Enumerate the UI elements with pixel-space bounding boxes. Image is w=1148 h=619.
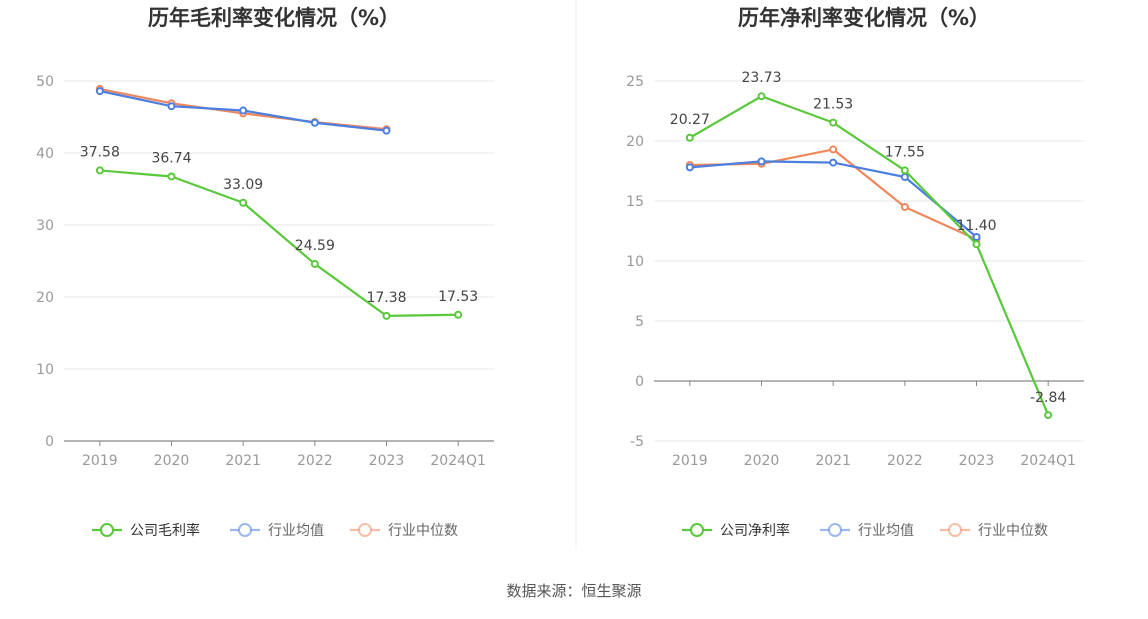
series-line-company	[99, 169, 459, 317]
legend-marker-icon	[828, 523, 842, 537]
data-label: 17.38	[366, 290, 406, 306]
y-tick-label: -5	[630, 434, 644, 450]
x-tick-label: 2021	[225, 453, 261, 469]
data-label: 21.53	[813, 97, 853, 113]
legend-label: 公司毛利率	[130, 522, 200, 539]
data-point-company	[900, 166, 909, 175]
data-label: 33.09	[223, 177, 263, 193]
legend-marker-icon	[238, 523, 252, 537]
data-label: 36.74	[151, 150, 191, 166]
data-point-industry_avg	[95, 87, 104, 96]
data-point-industry_avg	[685, 163, 694, 172]
data-label: 20.27	[670, 112, 710, 128]
y-tick-label: 50	[36, 74, 54, 90]
y-tick-label: 20	[626, 134, 644, 150]
legend-item-company[interactable]: 公司毛利率	[92, 522, 200, 539]
data-point-industry_avg	[900, 173, 909, 181]
x-tick-label: 2023	[369, 453, 405, 469]
data-point-industry_median	[829, 145, 838, 154]
legend-item-industry_avg[interactable]: 行业均值	[230, 523, 324, 539]
x-tick-label: 2022	[297, 453, 333, 469]
x-tick-label: 2019	[672, 453, 708, 469]
data-point-company	[829, 118, 838, 127]
x-tick-label: 2020	[744, 453, 780, 469]
data-point-company	[1044, 411, 1053, 420]
data-point-industry_avg	[757, 157, 766, 166]
data-label: 23.73	[741, 70, 781, 86]
data-point-industry_avg	[310, 118, 319, 127]
legend-label: 行业中位数	[978, 523, 1048, 539]
data-point-company	[95, 166, 104, 175]
data-point-industry_avg	[829, 158, 838, 167]
data-point-company	[685, 133, 694, 142]
chart-panel-1: 历年毛利率变化情况（%） 0 10 20 30 40 50 2019 2020 2021 2022 2…	[36, 6, 494, 539]
data-point-industry_avg	[167, 102, 176, 111]
data-point-company	[167, 172, 176, 181]
data-point-company	[239, 198, 248, 207]
y-tick-label: 30	[36, 218, 54, 234]
legend-item-industry_avg[interactable]: 行业均值	[820, 523, 914, 539]
legend-item-industry_median[interactable]: 行业中位数	[940, 523, 1048, 539]
data-label: 17.55	[885, 144, 925, 160]
data-source-note: 数据来源：恒生聚源	[506, 582, 642, 600]
data-point-industry_median	[900, 203, 909, 211]
data-label: -2.84	[1030, 390, 1066, 406]
chart-panel-2: 历年净利率变化情况（%） -5 0 5 10 15 20 25 2019 2020 2021 2022…	[626, 6, 1084, 539]
legend-marker-icon	[358, 523, 372, 537]
legend-label: 公司净利率	[720, 522, 790, 539]
y-tick-label: 5	[635, 314, 644, 330]
x-tick-label: 2024Q1	[1020, 453, 1076, 469]
y-tick-label: 0	[635, 374, 644, 390]
y-tick-label: 20	[36, 290, 54, 306]
data-point-company	[310, 259, 319, 268]
x-tick-label: 2019	[82, 453, 118, 469]
chart-title: 历年毛利率变化情况（%）	[148, 6, 400, 30]
x-tick-label: 2020	[154, 453, 190, 469]
data-point-industry_avg	[972, 233, 981, 241]
legend-item-company[interactable]: 公司净利率	[682, 522, 790, 539]
chart-title: 历年净利率变化情况（%）	[738, 6, 990, 30]
legend-item-industry_median[interactable]: 行业中位数	[350, 523, 458, 539]
x-tick-label: 2021	[815, 453, 851, 469]
data-point-company	[454, 310, 463, 319]
data-label: 17.53	[438, 289, 478, 305]
x-tick-label: 2022	[887, 453, 923, 469]
y-tick-label: 0	[45, 434, 54, 450]
y-tick-label: 10	[626, 254, 644, 270]
y-tick-label: 40	[36, 146, 54, 162]
x-tick-label: 2024Q1	[430, 453, 486, 469]
legend-marker-icon	[690, 523, 704, 537]
data-label: 24.59	[295, 238, 335, 254]
x-tick-label: 2023	[959, 453, 995, 469]
legend-marker-icon	[948, 523, 962, 537]
legend-marker-icon	[100, 523, 114, 537]
data-point-company	[972, 240, 981, 249]
legend-label: 行业均值	[858, 523, 914, 539]
legend-label: 行业均值	[268, 523, 324, 539]
legend-label: 行业中位数	[388, 523, 458, 539]
series-line-company	[689, 95, 1050, 416]
data-label: 37.58	[80, 144, 120, 160]
data-point-company	[757, 92, 766, 101]
y-tick-label: 25	[626, 74, 644, 90]
data-label: 11.40	[956, 218, 996, 234]
y-tick-label: 10	[36, 362, 54, 378]
data-point-company	[382, 311, 391, 320]
y-tick-label: 15	[626, 194, 644, 210]
data-point-industry_avg	[382, 126, 391, 135]
data-point-industry_avg	[239, 106, 248, 115]
